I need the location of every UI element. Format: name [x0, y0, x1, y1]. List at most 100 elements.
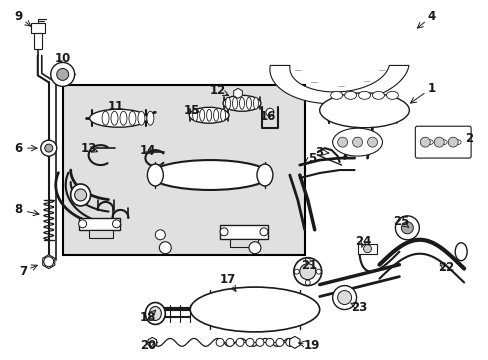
Circle shape [79, 220, 86, 228]
Ellipse shape [223, 95, 261, 111]
Circle shape [367, 137, 377, 147]
FancyBboxPatch shape [414, 126, 470, 158]
Ellipse shape [358, 91, 370, 99]
Bar [357, 244, 377, 254]
Ellipse shape [146, 111, 154, 125]
Ellipse shape [199, 109, 204, 121]
Ellipse shape [452, 140, 460, 145]
Circle shape [265, 338, 273, 346]
Circle shape [332, 285, 356, 310]
Text: 20: 20 [140, 339, 156, 352]
Circle shape [299, 264, 315, 280]
Ellipse shape [192, 109, 197, 121]
Ellipse shape [129, 111, 136, 125]
Circle shape [363, 245, 371, 253]
Ellipse shape [147, 164, 163, 186]
Circle shape [57, 68, 68, 80]
Circle shape [112, 220, 120, 228]
Bar [220, 225, 267, 239]
Circle shape [337, 291, 351, 305]
Circle shape [216, 338, 224, 346]
Ellipse shape [253, 97, 258, 109]
Ellipse shape [344, 91, 356, 99]
Circle shape [316, 269, 321, 274]
Ellipse shape [246, 97, 251, 109]
Circle shape [337, 137, 347, 147]
Circle shape [225, 338, 234, 346]
Circle shape [41, 140, 57, 156]
Ellipse shape [319, 93, 408, 128]
Circle shape [220, 228, 227, 236]
Text: 25: 25 [392, 215, 409, 228]
Bar [229, 239, 258, 247]
Text: 10: 10 [55, 52, 71, 65]
Ellipse shape [256, 164, 272, 186]
Text: 12: 12 [209, 84, 226, 97]
Circle shape [352, 137, 362, 147]
Ellipse shape [189, 107, 228, 123]
Polygon shape [269, 66, 408, 104]
Ellipse shape [150, 160, 269, 190]
Bar [88, 230, 112, 238]
Text: 4: 4 [427, 10, 434, 23]
Circle shape [44, 257, 54, 267]
Circle shape [305, 280, 309, 285]
Ellipse shape [213, 109, 218, 121]
Circle shape [275, 338, 283, 346]
Circle shape [401, 222, 412, 234]
Ellipse shape [372, 91, 384, 99]
Circle shape [255, 338, 264, 346]
Circle shape [245, 338, 253, 346]
Circle shape [236, 338, 244, 346]
Circle shape [155, 230, 165, 240]
Circle shape [248, 242, 261, 254]
Ellipse shape [220, 109, 225, 121]
Text: 24: 24 [355, 235, 371, 248]
Ellipse shape [386, 91, 398, 99]
Text: 7: 7 [19, 265, 27, 278]
Ellipse shape [454, 243, 466, 261]
Text: 15: 15 [183, 104, 200, 117]
Circle shape [447, 137, 457, 147]
Circle shape [265, 108, 273, 116]
Ellipse shape [438, 140, 447, 145]
Circle shape [159, 242, 171, 254]
Circle shape [420, 137, 429, 147]
Ellipse shape [206, 109, 211, 121]
Circle shape [75, 189, 86, 201]
Bar [34, 32, 41, 49]
Ellipse shape [330, 91, 342, 99]
Circle shape [294, 269, 299, 274]
Bar [31, 23, 45, 32]
Ellipse shape [145, 302, 165, 324]
Circle shape [260, 228, 267, 236]
Ellipse shape [138, 111, 144, 125]
Ellipse shape [120, 111, 127, 125]
Ellipse shape [425, 140, 432, 145]
Text: 21: 21 [301, 259, 317, 272]
Text: 11: 11 [107, 100, 123, 113]
Ellipse shape [190, 287, 319, 332]
Text: 6: 6 [15, 141, 23, 155]
Ellipse shape [232, 97, 237, 109]
Text: 9: 9 [15, 10, 23, 23]
Text: 23: 23 [351, 301, 367, 314]
Ellipse shape [102, 111, 109, 125]
Ellipse shape [89, 109, 147, 127]
Ellipse shape [239, 97, 244, 109]
Circle shape [305, 258, 309, 263]
Text: 18: 18 [140, 311, 156, 324]
Text: 3: 3 [315, 145, 323, 159]
Bar [79, 218, 120, 230]
Circle shape [293, 258, 321, 285]
Text: 19: 19 [303, 339, 319, 352]
Ellipse shape [225, 97, 230, 109]
Text: 1: 1 [427, 82, 434, 95]
Text: 5: 5 [307, 152, 315, 165]
Text: 17: 17 [220, 273, 236, 286]
Circle shape [285, 338, 293, 346]
Text: 16: 16 [259, 110, 276, 123]
Text: 2: 2 [464, 132, 472, 145]
Text: 14: 14 [140, 144, 156, 157]
Ellipse shape [111, 111, 118, 125]
